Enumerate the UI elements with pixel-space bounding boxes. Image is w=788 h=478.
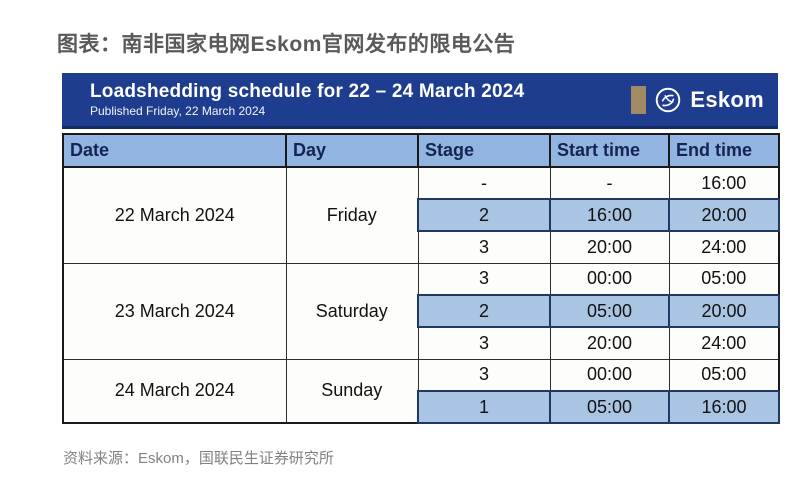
col-header-day: Day [285,133,419,168]
stage-cell: 3 [417,230,551,264]
table-row: 3 20:00 24:00 [63,326,780,360]
banner-text: Loadshedding schedule for 22 – 24 March … [90,81,524,119]
start-time-cell: 16:00 [549,198,670,232]
table-row: 22 March 2024 Friday - - 16:00 [62,166,780,264]
day-cell: Sunday [285,358,419,424]
end-time-cell: 16:00 [668,166,780,200]
end-time-cell: 05:00 [668,262,780,296]
stage-cell: - [417,166,551,200]
banner-title: Loadshedding schedule for 22 – 24 March … [90,80,525,102]
date-cell: 23 March 2024 [62,262,287,360]
table-row: 2 05:00 20:00 [63,294,780,328]
col-header-stage: Stage [417,133,551,168]
stage-cell: 1 [417,390,551,424]
end-time-cell: 16:00 [668,390,780,424]
start-time-cell: - [549,166,670,200]
end-time-cell: 24:00 [668,326,780,360]
banner-subtitle: Published Friday, 22 March 2024 [90,104,266,119]
table-row: 24 March 2024 Sunday 3 00:00 05:00 [62,358,780,424]
date-cell: 24 March 2024 [62,358,287,424]
day-cell: Saturday [285,262,419,360]
eskom-logo-wordmark: Eskom [690,86,764,112]
end-time-cell: 20:00 [668,198,780,232]
col-header-end-time: End time [668,133,780,168]
figure-title: 图表：南非国家电网Eskom官网发布的限电公告 [57,33,516,56]
stage-cell: 3 [417,262,551,296]
table-row: 3 20:00 24:00 [63,230,780,264]
stage-cell: 2 [417,294,551,328]
start-time-cell: 00:00 [549,262,670,296]
start-time-cell: 20:00 [549,326,670,360]
banner: Loadshedding schedule for 22 – 24 March … [62,73,778,129]
col-header-date: Date [62,133,287,168]
loadshedding-table: Date Day Stage Start time End time 22 Ma… [62,133,780,424]
eskom-announcement-figure: Loadshedding schedule for 22 – 24 March … [62,73,780,424]
end-time-cell: 20:00 [668,294,780,328]
table-header-row: Date Day Stage Start time End time [62,133,780,168]
end-time-cell: 05:00 [668,358,780,392]
eskom-roundel-icon [656,87,681,112]
table-row: 2 16:00 20:00 [63,198,780,232]
start-time-cell: 00:00 [549,358,670,392]
date-cell: 22 March 2024 [62,166,287,264]
col-header-start-time: Start time [549,133,670,168]
logo-accent-bar [631,85,647,114]
end-time-cell: 24:00 [668,230,780,264]
day-cell: Friday [285,166,419,264]
stage-cell: 2 [417,198,551,232]
stage-cell: 3 [417,326,551,360]
start-time-cell: 20:00 [549,230,670,264]
table-row: 1 05:00 16:00 [63,390,780,424]
table-row: 23 March 2024 Saturday 3 00:00 05:00 [62,262,780,360]
start-time-cell: 05:00 [549,390,670,424]
stage-cell: 3 [417,358,551,392]
source-note: 资料来源：Eskom，国联民生证券研究所 [63,450,334,467]
start-time-cell: 05:00 [549,294,670,328]
eskom-logo: Eskom [631,85,764,114]
